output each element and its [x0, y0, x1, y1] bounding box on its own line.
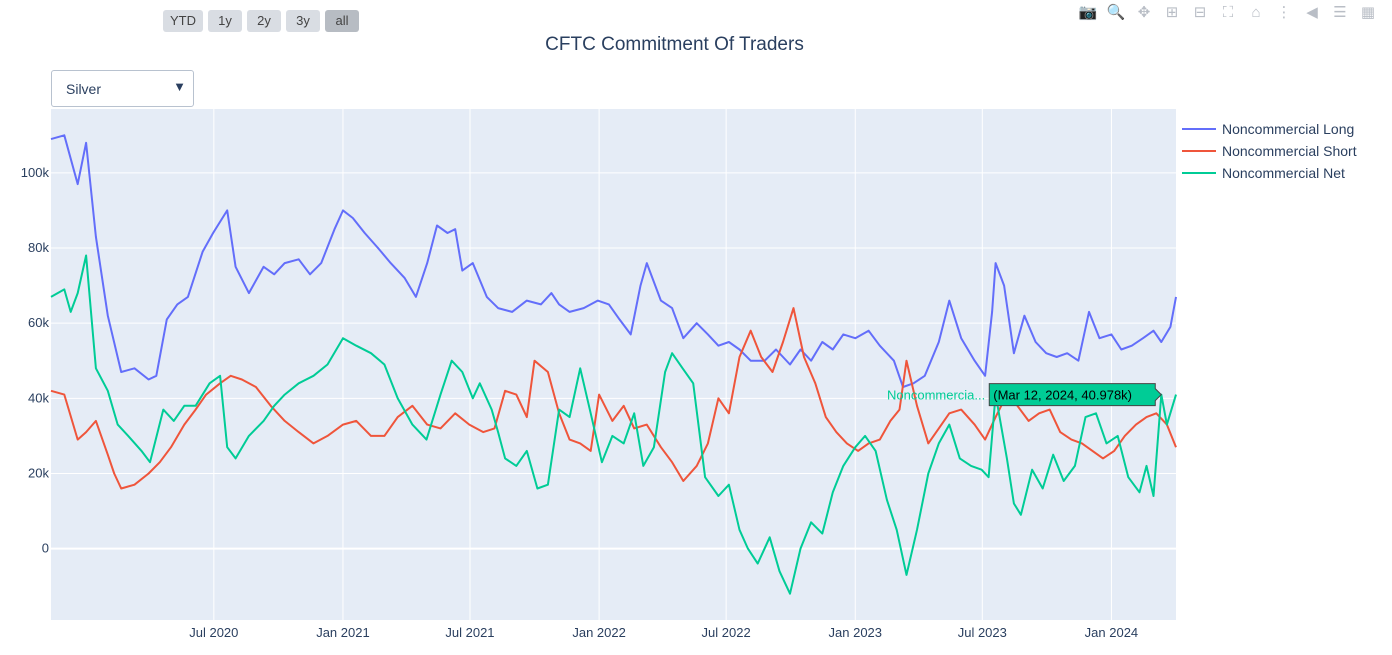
- hover-closest-icon[interactable]: ◀: [1306, 4, 1318, 21]
- spike-lines-icon[interactable]: ⋮: [1276, 4, 1292, 21]
- hover-label: (Mar 12, 2024, 40.978k) Noncommercia...: [887, 383, 1162, 407]
- hover-compare-icon[interactable]: ☰: [1333, 4, 1347, 21]
- zoom-icon[interactable]: 🔍: [1106, 4, 1126, 21]
- zoom-in-icon[interactable]: ⊞: [1165, 4, 1179, 21]
- y-tick-label: 20k: [28, 465, 49, 480]
- range-button-2y[interactable]: 2y: [247, 10, 281, 32]
- range-button-3y[interactable]: 3y: [286, 10, 320, 32]
- range-button-ytd[interactable]: YTD: [163, 10, 203, 32]
- hover-series-name: Noncommercia...: [887, 388, 985, 403]
- axis-ticks: 0 20k 40k 60k 80k 100k Jul 2020 Jan 2021 Jul 202…: [21, 165, 1138, 640]
- chevron-down-icon: ▼: [173, 79, 186, 94]
- autoscale-icon[interactable]: ⛶: [1222, 3, 1234, 21]
- modebar: 📷 🔍 ✥ ⊞ ⊟ ⛶ ⌂ ⋮ ◀ ☰ ▦: [1074, 2, 1382, 22]
- range-selector: YTD 1y 2y 3y all: [163, 10, 359, 32]
- legend-item[interactable]: Noncommercial Net: [1182, 162, 1357, 184]
- y-tick-label: 60k: [28, 315, 49, 330]
- x-tick-label: Jul 2022: [702, 625, 751, 640]
- commodity-dropdown[interactable]: Silver ▼: [51, 70, 194, 107]
- y-tick-label: 40k: [28, 390, 49, 405]
- legend-swatch: [1182, 128, 1216, 130]
- legend-item[interactable]: Noncommercial Short: [1182, 140, 1357, 162]
- home-icon[interactable]: ⌂: [1251, 3, 1261, 21]
- x-tick-label: Jan 2022: [572, 625, 626, 640]
- legend-label: Noncommercial Short: [1222, 143, 1357, 159]
- legend-item[interactable]: Noncommercial Long: [1182, 118, 1357, 140]
- hover-value-text: (Mar 12, 2024, 40.978k): [993, 388, 1132, 403]
- legend-swatch: [1182, 172, 1216, 174]
- hover-box: [988, 383, 1162, 407]
- y-tick-label: 100k: [21, 165, 50, 180]
- x-tick-label: Jan 2024: [1085, 625, 1139, 640]
- y-tick-label: 0: [42, 541, 49, 556]
- x-tick-label: Jul 2023: [958, 625, 1007, 640]
- zoom-out-icon[interactable]: ⊟: [1193, 4, 1207, 21]
- legend-label: Noncommercial Long: [1222, 121, 1355, 137]
- x-tick-label: Jan 2021: [316, 625, 370, 640]
- series-line-noncommercial-long[interactable]: [50, 134, 1177, 388]
- x-tick-label: Jul 2021: [445, 625, 494, 640]
- pan-icon[interactable]: ✥: [1137, 4, 1151, 21]
- legend: Noncommercial Long Noncommercial Short Non…: [1182, 118, 1357, 184]
- chart-title: CFTC Commitment Of Traders: [545, 34, 804, 55]
- plotly-logo-icon[interactable]: ▦: [1360, 4, 1376, 21]
- legend-swatch: [1182, 150, 1216, 152]
- grid-lines: [51, 109, 1176, 620]
- x-tick-label: Jan 2023: [829, 625, 883, 640]
- range-button-1y[interactable]: 1y: [208, 10, 242, 32]
- dropdown-selected-value: Silver: [66, 81, 102, 97]
- legend-label: Noncommercial Net: [1222, 165, 1345, 181]
- plot-area: [51, 109, 1176, 620]
- y-tick-label: 80k: [28, 240, 49, 255]
- range-button-all[interactable]: all: [325, 10, 359, 32]
- x-tick-label: Jul 2020: [189, 625, 238, 640]
- series-line-noncommercial-net[interactable]: [50, 254, 1177, 595]
- camera-icon[interactable]: 📷: [1078, 4, 1098, 21]
